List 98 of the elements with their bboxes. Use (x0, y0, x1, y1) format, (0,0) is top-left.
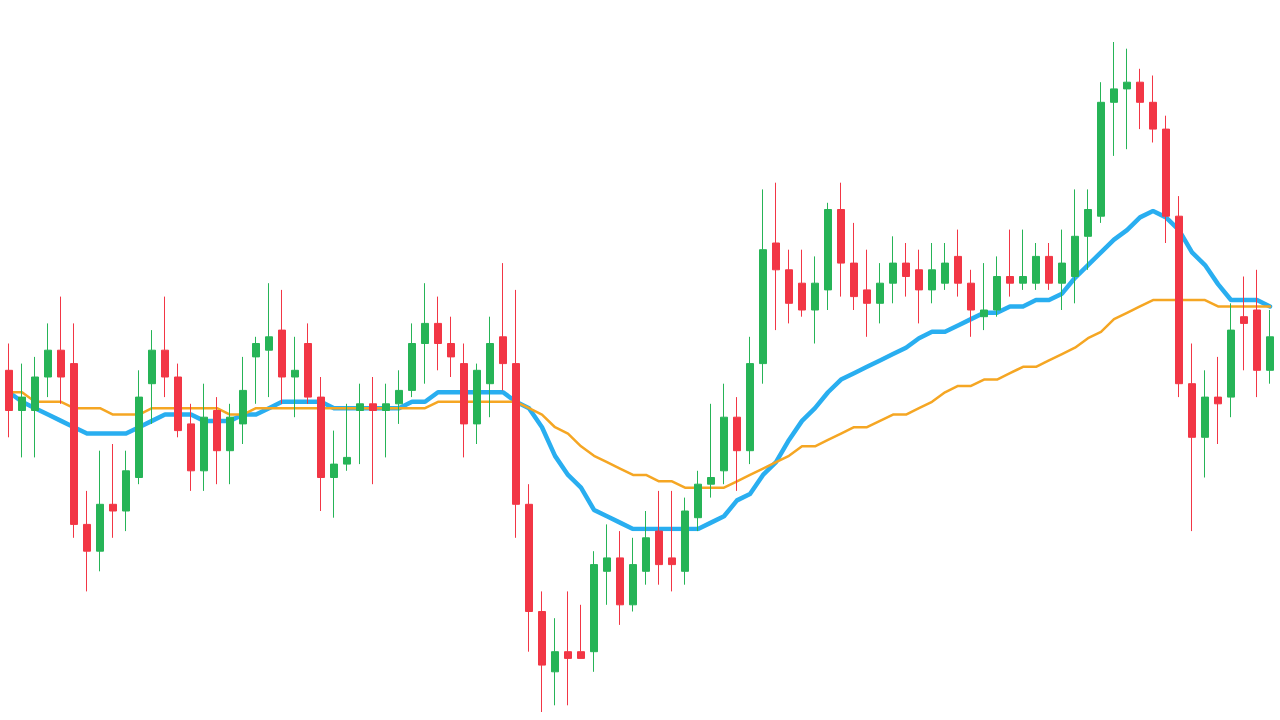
candlestick (70, 322, 78, 539)
candlestick (642, 510, 650, 586)
candlestick (96, 450, 104, 572)
candlestick (1175, 195, 1183, 398)
candlestick (31, 356, 39, 458)
candlestick (889, 235, 897, 304)
candlestick (1188, 343, 1196, 532)
candlestick (824, 202, 832, 311)
candlestick (239, 356, 247, 445)
candlestick (434, 296, 442, 371)
candlestick (746, 336, 754, 465)
candlestick (525, 483, 533, 653)
candlestick (1266, 309, 1274, 385)
candlestick (1136, 68, 1144, 130)
candlestick (1032, 242, 1040, 291)
candlestick (330, 430, 338, 519)
candlestick (798, 249, 806, 318)
candlestick (83, 490, 91, 592)
candlestick (1201, 369, 1209, 478)
candlestick (590, 550, 598, 673)
candlestick (759, 188, 767, 385)
candlestick (304, 322, 312, 405)
candlestick (694, 470, 702, 532)
candlestick (655, 490, 663, 586)
candlestick (1071, 188, 1079, 304)
candlestick (473, 363, 481, 445)
candlestick (369, 376, 377, 485)
candlestick (772, 182, 780, 331)
candlestick (668, 490, 676, 592)
candlestick (863, 249, 871, 338)
candlestick (161, 296, 169, 398)
candlestick (811, 255, 819, 344)
candlestick (980, 262, 988, 331)
candlestick (720, 383, 728, 485)
candlestick (486, 316, 494, 418)
candlestick (187, 403, 195, 492)
candlestick (1123, 48, 1131, 150)
candlestick (733, 396, 741, 492)
candlestick (226, 403, 234, 485)
candlestick (109, 443, 117, 539)
candlestick (174, 363, 182, 438)
candlestick (57, 296, 65, 405)
candlestick (447, 316, 455, 378)
candlestick (44, 322, 52, 398)
candlestick (551, 617, 559, 706)
candlestick (902, 242, 910, 298)
candlestick (629, 537, 637, 612)
candlestick (564, 590, 572, 706)
candlestick (616, 530, 624, 626)
candlestick (837, 182, 845, 298)
candlestick (252, 336, 260, 405)
candlestick (681, 497, 689, 586)
candlestick (1253, 269, 1261, 398)
candlestick (928, 242, 936, 304)
candlestick (1162, 115, 1170, 244)
candlestick (707, 403, 715, 499)
candlestick (876, 262, 884, 324)
candlestick (1084, 188, 1092, 271)
candlestick (499, 262, 507, 391)
candlestick (954, 229, 962, 298)
candlestick (213, 396, 221, 485)
candlestick (278, 289, 286, 405)
candlestick (850, 222, 858, 311)
candlestick (317, 376, 325, 512)
candlestick (538, 590, 546, 713)
candlestick (1045, 242, 1053, 291)
candlestick (395, 369, 403, 425)
candlestick (356, 383, 364, 465)
candlestick (5, 343, 13, 438)
candlestick (1227, 302, 1235, 418)
candlestick (915, 249, 923, 324)
candlestick (993, 255, 1001, 318)
candlestick (512, 289, 520, 539)
candlestick (785, 249, 793, 324)
candlestick (1240, 276, 1248, 371)
candlestick (18, 363, 26, 458)
candlestick (148, 329, 156, 425)
candlestick (291, 336, 299, 418)
candlestick (200, 383, 208, 492)
candlestick (1006, 229, 1014, 298)
candlestick (603, 523, 611, 606)
candlestick (1097, 81, 1105, 224)
candlestick (941, 242, 949, 291)
candlestick (577, 604, 585, 659)
candlestick (1214, 356, 1222, 445)
candlestick (1149, 75, 1157, 143)
candlestick (265, 282, 273, 398)
candlestick (408, 322, 416, 398)
candlestick (122, 450, 130, 532)
candlestick (1019, 229, 1027, 291)
candlestick (421, 282, 429, 385)
candlestick (460, 343, 468, 458)
candlestick (967, 269, 975, 338)
candlestick (382, 383, 390, 458)
candlestick (1110, 41, 1118, 157)
candlestick (343, 403, 351, 472)
candlestick (1058, 229, 1066, 311)
candlestick (135, 369, 143, 485)
